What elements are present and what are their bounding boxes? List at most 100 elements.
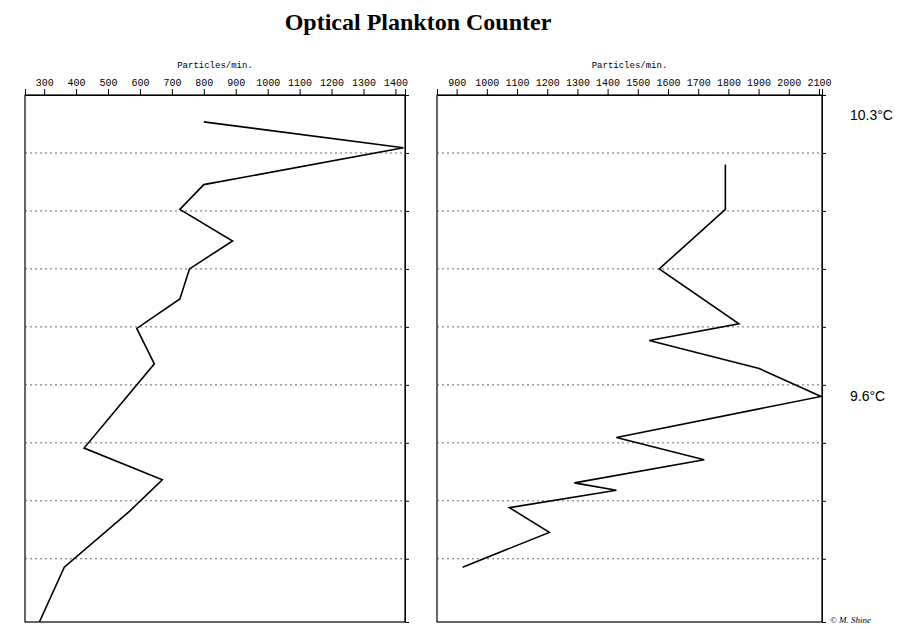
y-tick bbox=[405, 211, 409, 212]
grid-line bbox=[25, 500, 405, 501]
y-tick bbox=[405, 443, 409, 444]
x-tick-mark bbox=[108, 89, 109, 95]
x-tick-mark bbox=[44, 89, 45, 95]
x-tick: 1400 bbox=[596, 78, 620, 95]
grid-line bbox=[25, 210, 405, 211]
x-tick: 600 bbox=[131, 78, 149, 95]
x-axis-line bbox=[26, 89, 406, 96]
marks bbox=[39, 122, 403, 622]
y-tick-mark bbox=[405, 211, 409, 212]
profile-line bbox=[463, 165, 821, 568]
temperature-label: 9.6°C bbox=[850, 388, 885, 404]
x-tick-label: 400 bbox=[68, 78, 86, 89]
x-tick-label: 1400 bbox=[384, 78, 408, 89]
x-tick: 900 bbox=[227, 78, 245, 95]
y-tick-mark bbox=[822, 501, 826, 502]
x-tick-label: 900 bbox=[227, 78, 245, 89]
x-tick-mark bbox=[668, 89, 669, 95]
y-tick-mark bbox=[822, 269, 826, 270]
x-tick: 1400 bbox=[384, 78, 408, 95]
x-tick-mark bbox=[608, 89, 609, 95]
grid-line bbox=[25, 442, 405, 443]
grid-line bbox=[437, 210, 822, 211]
y-axis-line bbox=[406, 96, 410, 623]
x-tick-label: 1500 bbox=[626, 78, 650, 89]
x-tick-label: 1900 bbox=[747, 78, 771, 89]
plot-frame bbox=[25, 95, 405, 622]
marks bbox=[463, 165, 821, 568]
x-tick: 1700 bbox=[687, 78, 711, 95]
x-tick-mark bbox=[457, 89, 458, 95]
x-tick-label: 1200 bbox=[536, 78, 560, 89]
x-tick-label: 1000 bbox=[475, 78, 499, 89]
grid-line bbox=[437, 152, 822, 153]
x-axis: 3004005006007008009001000110012001300140… bbox=[26, 78, 408, 96]
x-tick: 900 bbox=[448, 78, 466, 95]
x-tick-label: 900 bbox=[448, 78, 466, 89]
x-tick-label: 600 bbox=[131, 78, 149, 89]
grid-line bbox=[437, 558, 822, 559]
x-tick-label: 1700 bbox=[687, 78, 711, 89]
y-tick bbox=[405, 559, 409, 560]
x-tick: 1300 bbox=[352, 78, 376, 95]
y-tick bbox=[405, 385, 409, 386]
y-tick bbox=[822, 501, 826, 502]
x-tick-mark bbox=[332, 89, 333, 95]
x-tick-mark bbox=[638, 89, 639, 95]
grid-line bbox=[437, 268, 822, 269]
x-tick-mark bbox=[819, 89, 820, 95]
x-tick: 700 bbox=[163, 78, 181, 95]
x-tick-label: 800 bbox=[195, 78, 213, 89]
x-tick: 1000 bbox=[256, 78, 280, 95]
y-tick bbox=[822, 443, 826, 444]
grid-line bbox=[25, 558, 405, 559]
x-tick-label: 700 bbox=[163, 78, 181, 89]
grid-line bbox=[25, 384, 405, 385]
x-tick: 800 bbox=[195, 78, 213, 95]
y-tick-mark bbox=[822, 327, 826, 328]
x-tick-label: 1300 bbox=[352, 78, 376, 89]
y-tick bbox=[405, 501, 409, 502]
grid-line bbox=[25, 326, 405, 327]
x-tick-mark bbox=[728, 89, 729, 95]
y-tick-mark bbox=[405, 385, 409, 386]
x-tick-mark bbox=[76, 89, 77, 95]
x-axis-title: Particles/min. bbox=[177, 61, 253, 71]
x-tick-label: 2000 bbox=[777, 78, 801, 89]
x-tick-mark bbox=[300, 89, 301, 95]
y-tick bbox=[405, 327, 409, 328]
x-tick: 500 bbox=[100, 78, 118, 95]
x-tick: 400 bbox=[68, 78, 86, 95]
y-tick-mark bbox=[405, 269, 409, 270]
y-tick bbox=[405, 269, 409, 270]
x-tick: 1900 bbox=[747, 78, 771, 95]
profile-line bbox=[39, 122, 403, 622]
x-tick-mark bbox=[140, 89, 141, 95]
x-tick: 2000 bbox=[777, 78, 801, 95]
y-tick bbox=[822, 211, 826, 212]
y-tick-mark bbox=[405, 501, 409, 502]
y-tick-mark bbox=[405, 153, 409, 154]
y-tick-mark bbox=[405, 559, 409, 560]
y-axis-line bbox=[823, 96, 827, 623]
temperature-label: 10.3°C bbox=[850, 107, 893, 123]
x-tick-mark bbox=[487, 89, 488, 95]
x-tick-label: 1400 bbox=[596, 78, 620, 89]
x-tick-label: 1800 bbox=[717, 78, 741, 89]
x-tick-label: 500 bbox=[100, 78, 118, 89]
x-tick: 1200 bbox=[320, 78, 344, 95]
y-tick bbox=[405, 153, 409, 154]
y-tick-mark bbox=[405, 327, 409, 328]
y-axis bbox=[405, 96, 409, 623]
grid-line bbox=[437, 326, 822, 327]
x-tick-mark bbox=[759, 89, 760, 95]
y-axis bbox=[822, 96, 826, 623]
panel-1: 9001000110012001300140015001600170018001… bbox=[437, 61, 893, 625]
x-tick: 1500 bbox=[626, 78, 650, 95]
x-tick: 1300 bbox=[566, 78, 590, 95]
x-tick: 1100 bbox=[288, 78, 312, 95]
x-tick: 1200 bbox=[536, 78, 560, 95]
y-tick bbox=[822, 327, 826, 328]
grid-line bbox=[437, 500, 822, 501]
y-tick-mark bbox=[822, 153, 826, 154]
